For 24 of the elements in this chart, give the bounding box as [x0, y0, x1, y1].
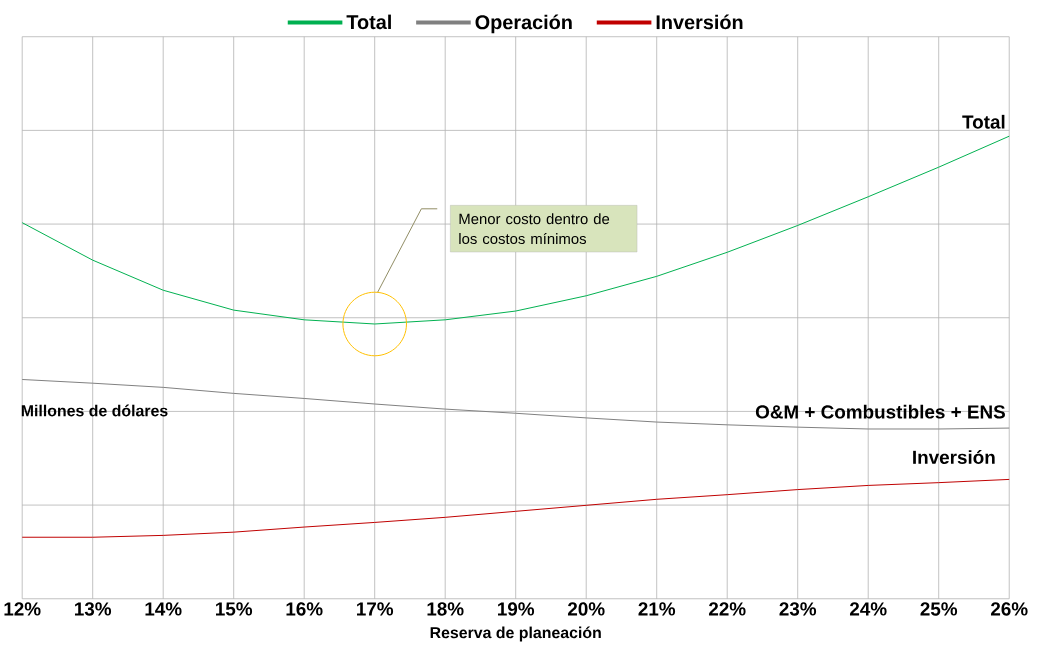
legend-label: Total [346, 14, 391, 30]
text: Total [962, 114, 1005, 129]
legend-label: Operación [475, 14, 572, 34]
x-tick-label: 18% [427, 602, 464, 616]
x-tick-label: 19% [498, 602, 535, 616]
x-tick-label: 15% [216, 602, 253, 616]
x-tick-label: 17% [357, 602, 394, 616]
x-tick-label: 21% [638, 602, 676, 616]
x-tick-label: 16% [286, 602, 323, 616]
x-tick-label: 26% [990, 602, 1028, 616]
annotation: Menor costo dentro de los costos mínimos [459, 213, 610, 244]
annotation: O&M + Combustibles + ENS [755, 404, 1005, 419]
x-tick-label: 12% [4, 602, 41, 616]
y-axis-title: Millones de dólares [21, 404, 168, 417]
x-tick-label: 22% [708, 602, 746, 616]
annotation: Inversión [913, 449, 995, 464]
x-tick-label: 20% [567, 602, 605, 616]
x-tick-label: 24% [849, 602, 887, 616]
x-tick-label: 14% [145, 602, 182, 616]
x-tick-label: 23% [779, 602, 817, 616]
x-axis-title: Reserva de planeación [430, 626, 601, 642]
x-tick-label: 13% [75, 602, 112, 616]
legend-label: Inversión [656, 14, 743, 30]
x-tick-label: 25% [920, 602, 958, 616]
